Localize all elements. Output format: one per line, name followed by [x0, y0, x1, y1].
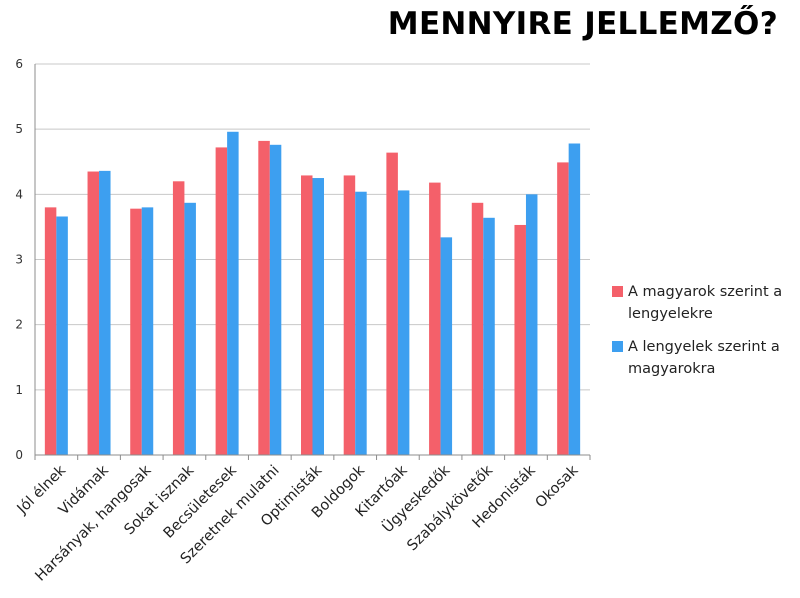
bar — [44, 207, 57, 455]
legend-label: A lengyelek szerint a magyarokra — [628, 339, 780, 377]
bar — [227, 131, 239, 456]
bar — [568, 143, 581, 455]
bar — [525, 194, 538, 456]
x-tick-label: Okosak — [533, 462, 582, 511]
y-tick-label: 5 — [15, 122, 23, 136]
bar — [557, 162, 569, 455]
bar — [483, 217, 495, 455]
bar — [397, 190, 410, 455]
bars — [44, 131, 581, 456]
bar — [343, 175, 356, 455]
y-tick-labels: 0 1 2 3 4 5 6 — [15, 57, 23, 462]
bar — [312, 178, 324, 455]
y-tick-label: 1 — [15, 383, 23, 397]
bar — [440, 237, 453, 455]
legend-label: A magyarok szerint a lengyelekre — [628, 284, 783, 322]
bar — [429, 182, 441, 455]
y-tick-label: 0 — [15, 448, 23, 462]
y-tick-label: 4 — [15, 187, 23, 201]
bar — [172, 181, 185, 456]
y-tick-label: 3 — [15, 253, 23, 267]
bar — [301, 175, 313, 455]
bar — [514, 224, 526, 455]
bar — [99, 170, 111, 455]
bar — [355, 191, 367, 455]
y-tick-label: 2 — [15, 318, 23, 332]
legend-swatch — [612, 341, 623, 352]
y-tick-label: 6 — [15, 57, 23, 71]
bar — [215, 147, 228, 455]
bar — [471, 202, 484, 455]
x-tick-label: Becsületesek — [161, 462, 241, 542]
bar — [184, 202, 196, 455]
bar — [386, 152, 398, 456]
bar — [141, 207, 154, 455]
chart-title: MENNYIRE JELLEMZŐ? — [387, 6, 778, 42]
legend-swatch — [612, 286, 623, 297]
bar — [56, 216, 68, 455]
bar — [258, 140, 270, 455]
bar — [130, 208, 142, 455]
bar — [269, 144, 282, 455]
bar — [87, 171, 100, 455]
axes — [34, 64, 591, 460]
